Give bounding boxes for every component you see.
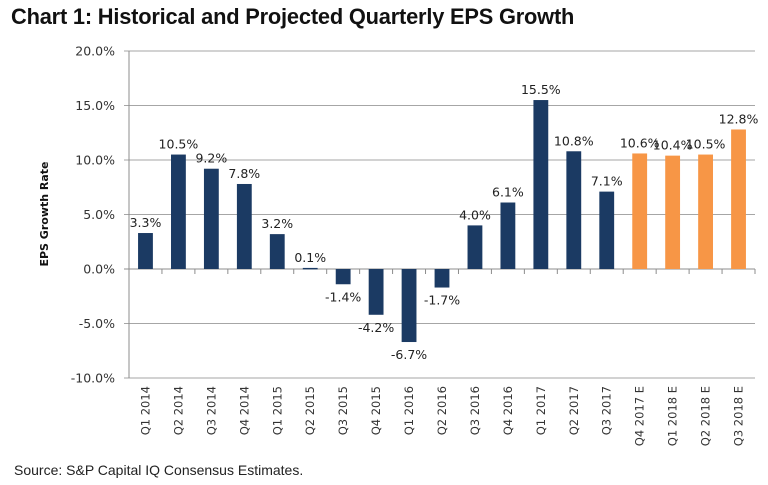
- bar: [368, 269, 384, 315]
- category-label: Q1 2015: [270, 386, 284, 435]
- category-label: Q1 2018 E: [666, 386, 680, 446]
- category-label: Q2 2017: [567, 386, 581, 435]
- bar: [533, 100, 549, 269]
- data-label: -4.2%: [358, 320, 394, 335]
- bar: [401, 269, 417, 343]
- category-label: Q2 2014: [171, 386, 185, 435]
- bar: [335, 269, 351, 285]
- bar: [599, 191, 615, 269]
- bar: [467, 225, 483, 269]
- y-tick-label: 15.0%: [75, 98, 115, 113]
- category-label: Q3 2016: [468, 386, 482, 435]
- y-axis-label: EPS Growth Rate: [38, 161, 51, 266]
- bar: [138, 233, 153, 269]
- category-label: Q4 2014: [237, 386, 251, 435]
- data-label: 10.5%: [686, 137, 726, 152]
- data-label: 7.1%: [591, 174, 623, 189]
- data-label: 10.8%: [554, 133, 594, 148]
- y-tick-label: 20.0%: [75, 44, 115, 59]
- category-label: Q4 2017 E: [633, 386, 647, 446]
- bar: [665, 155, 681, 269]
- bar: [731, 129, 746, 269]
- category-label: Q1 2016: [402, 386, 416, 435]
- data-label: 12.8%: [719, 111, 759, 126]
- chart-title: Chart 1: Historical and Projected Quarte…: [11, 4, 575, 29]
- data-label: 10.5%: [159, 137, 199, 152]
- y-tick-labels: -10.0% -5.0% 0.0% 5.0% 10.0% 15.0% 20.0%: [71, 44, 115, 386]
- y-tick-label: -10.0%: [71, 371, 115, 386]
- y-tick-label: 0.0%: [83, 262, 115, 277]
- bar: [698, 154, 713, 269]
- data-label: 15.5%: [521, 82, 561, 97]
- data-label: 7.8%: [228, 166, 260, 181]
- data-label: -1.4%: [325, 289, 361, 304]
- data-label: -1.7%: [424, 293, 460, 308]
- data-label: 10.6%: [620, 135, 660, 150]
- y-tick-label: 10.0%: [75, 153, 115, 168]
- data-label: 4.0%: [459, 207, 491, 222]
- category-label: Q4 2016: [501, 386, 515, 435]
- bar: [632, 153, 648, 269]
- data-label: 3.3%: [130, 215, 162, 230]
- data-label: 3.2%: [261, 216, 293, 231]
- data-label: 6.1%: [492, 185, 524, 200]
- category-label: Q3 2017: [600, 386, 614, 435]
- category-label: Q3 2015: [336, 386, 350, 435]
- bars: [138, 100, 746, 343]
- category-label: Q1 2017: [534, 386, 548, 435]
- data-labels: 3.3%10.5%9.2%7.8%3.2%0.1%-1.4%-4.2%-6.7%…: [130, 82, 759, 362]
- y-tick-label: -5.0%: [79, 316, 115, 331]
- gridlines: [124, 50, 755, 379]
- category-label: Q2 2016: [435, 386, 449, 435]
- y-tick-label: 5.0%: [83, 207, 115, 222]
- category-label: Q3 2018 E: [732, 386, 746, 446]
- category-label: Q3 2014: [204, 386, 218, 435]
- bar: [434, 269, 450, 288]
- category-label: Q2 2018 E: [699, 386, 713, 446]
- bar: [236, 183, 252, 269]
- bar: [302, 267, 318, 270]
- category-label: Q1 2014: [138, 386, 152, 435]
- source-note: Source: S&P Capital IQ Consensus Estimat…: [14, 462, 304, 478]
- data-label: 10.4%: [653, 138, 693, 153]
- bar: [171, 154, 186, 269]
- bar: [203, 168, 219, 269]
- data-label: -6.7%: [391, 347, 427, 362]
- category-labels: Q1 2014 Q2 2014 Q3 2014 Q4 2014 Q1 2015 Q2 20…: [138, 386, 745, 446]
- bar: [500, 202, 516, 269]
- data-label: 9.2%: [195, 151, 227, 166]
- category-label: Q2 2015: [303, 386, 317, 435]
- category-label: Q4 2015: [369, 386, 383, 435]
- bar: [269, 234, 285, 269]
- bar: [566, 151, 582, 269]
- data-label: 0.1%: [294, 250, 326, 265]
